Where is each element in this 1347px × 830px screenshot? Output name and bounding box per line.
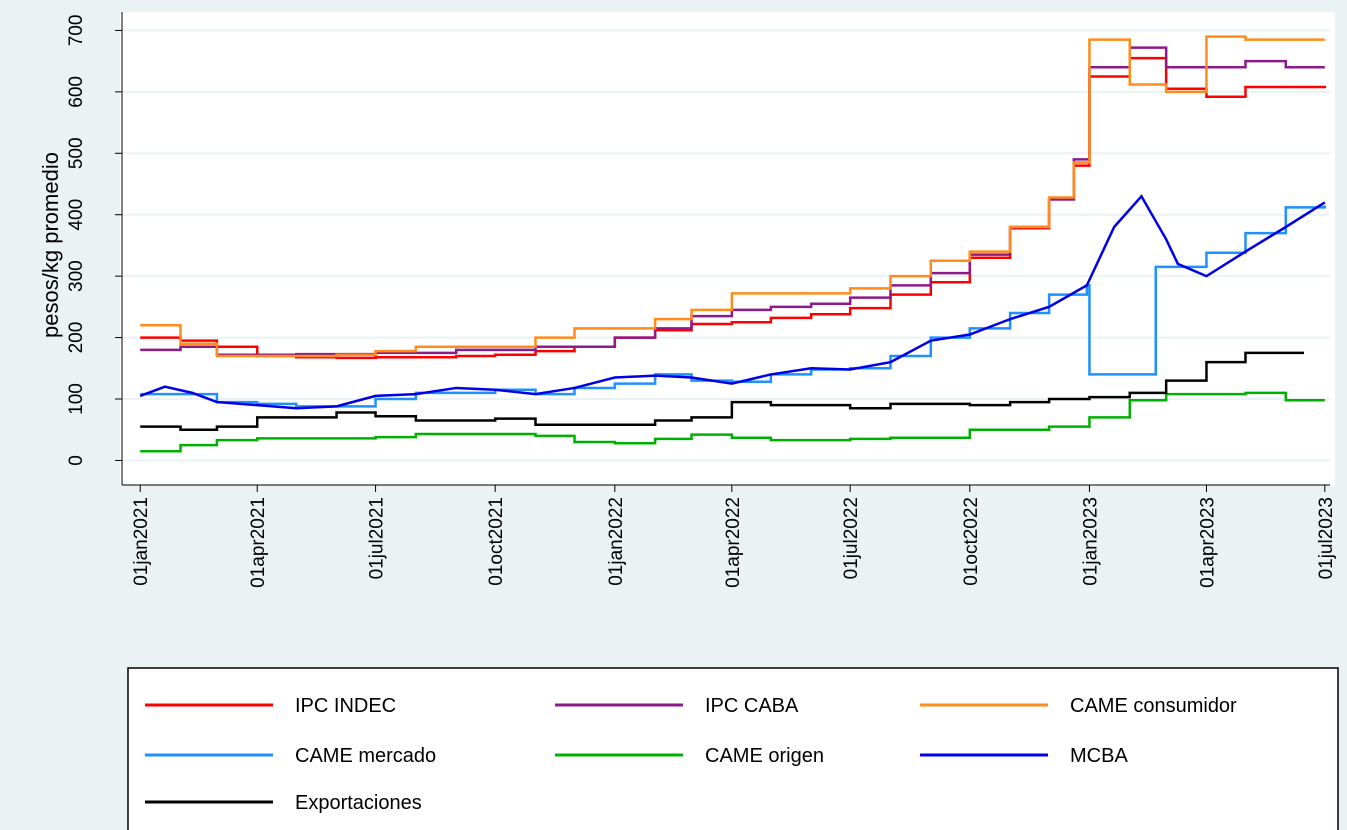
x-tick-label: 01apr2023 <box>1197 497 1218 588</box>
legend-label: CAME mercado <box>295 745 436 767</box>
series-line <box>140 56 1327 360</box>
x-tick-label: 01oct2021 <box>486 497 507 586</box>
y-tick-label: 0 <box>66 455 87 466</box>
legend-label: CAME consumidor <box>1070 695 1237 717</box>
series-line <box>140 391 1325 453</box>
y-tick-label: 600 <box>66 76 87 108</box>
y-tick-label: 400 <box>66 199 87 231</box>
plot-area <box>120 12 1335 485</box>
legend <box>127 667 1339 830</box>
x-tick-label: 01jan2023 <box>1080 497 1101 586</box>
x-tick-label: 01apr2022 <box>723 497 744 588</box>
y-tick-label: 500 <box>66 137 87 169</box>
legend-label: IPC INDEC <box>295 695 396 717</box>
x-tick-label: 01apr2021 <box>248 497 269 588</box>
y-tick-label: 100 <box>66 383 87 415</box>
legend-label: MCBA <box>1070 745 1128 767</box>
legend-label: Exportaciones <box>295 792 422 814</box>
y-tick-label: 200 <box>66 322 87 354</box>
y-axis-label: pesos/kg promedio <box>38 152 63 338</box>
series-line <box>139 194 1326 410</box>
x-tick-label: 01jan2022 <box>606 497 627 586</box>
x-tick-label: 01jul2021 <box>367 497 388 579</box>
x-tick-label: 01oct2022 <box>961 497 982 586</box>
y-tick-label: 700 <box>66 15 87 47</box>
series-line <box>140 351 1304 431</box>
series-line <box>140 205 1327 408</box>
x-tick-label: 01jul2022 <box>841 497 862 579</box>
y-tick-label: 300 <box>66 260 87 292</box>
legend-label: CAME origen <box>705 745 824 767</box>
x-tick-label: 01jan2021 <box>131 497 152 586</box>
series-line <box>140 46 1325 357</box>
x-tick-label: 01jul2023 <box>1316 497 1337 579</box>
legend-label: IPC CABA <box>705 695 799 717</box>
series-line <box>140 35 1325 358</box>
